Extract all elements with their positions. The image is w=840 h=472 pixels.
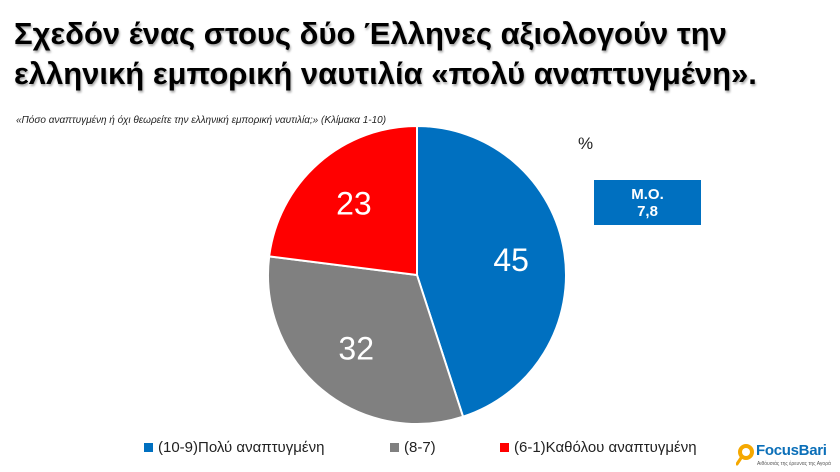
legend-item-very-developed: (10-9)Πολύ αναπτυγμένη — [144, 439, 390, 456]
pie-label-not-developed: 23 — [336, 185, 372, 221]
legend-label-mid: (8-7) — [404, 439, 436, 456]
legend-swatch-mid — [390, 443, 399, 452]
pie-slice-not-developed — [268, 124, 418, 277]
focusbari-logo: FocusBari Αιθόυσιάς της έρευνας της Αγορ… — [736, 440, 836, 470]
legend-label-not-developed: (6-1)Καθόλου αναπτυγμένη — [514, 439, 697, 456]
legend-item-not-developed: (6-1)Καθόλου αναπτυγμένη — [500, 439, 697, 456]
mean-badge: Μ.Ο. 7,8 — [594, 180, 701, 225]
pie-slice-mid — [267, 255, 465, 425]
logo-tagline: Αιθόυσιάς της έρευνας της Αγορά — [757, 461, 831, 467]
percent-unit: % — [578, 134, 594, 153]
legend-swatch-not-developed — [500, 443, 509, 452]
logo-name: FocusBari — [756, 442, 827, 459]
mean-label: Μ.Ο. — [631, 185, 664, 203]
mean-value: 7,8 — [637, 202, 658, 220]
title-line-2: ελληνική εμπορική ναυτιλία «πολύ αναπτυγ… — [14, 56, 757, 91]
title-line-1: Σχεδόν ένας στους δύο Έλληνες αξιολογούν… — [14, 16, 727, 51]
pie-slice-very-developed — [416, 124, 567, 418]
pie-label-very-developed: 45 — [493, 242, 529, 278]
legend-swatch-very-developed — [144, 443, 153, 452]
pie-label-mid: 32 — [338, 330, 374, 366]
magnifier-icon — [736, 444, 754, 466]
chart-legend: (10-9)Πολύ αναπτυγμένη (8-7) (6-1)Καθόλο… — [144, 439, 744, 456]
legend-label-very-developed: (10-9)Πολύ αναπτυγμένη — [158, 439, 325, 456]
legend-item-mid: (8-7) — [390, 439, 500, 456]
survey-question: «Πόσο αναπτυγμένη ή όχι θεωρείτε την ελλ… — [16, 115, 387, 126]
page-title: Σχεδόν ένας στους δύο Έλληνες αξιολογούν… — [14, 14, 824, 94]
